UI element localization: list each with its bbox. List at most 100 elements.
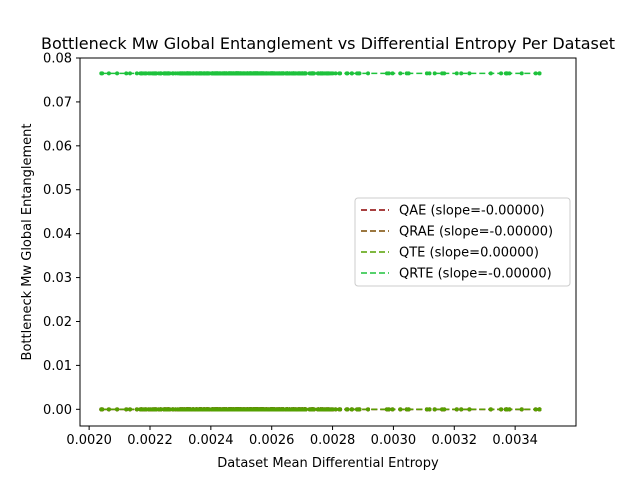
x-tick-label: 0.0030 — [371, 433, 417, 448]
data-point — [139, 407, 144, 412]
legend-label: QRTE (slope=-0.00000) — [399, 267, 552, 282]
x-tick-label: 0.0032 — [432, 433, 478, 448]
data-point — [349, 407, 354, 412]
y-tick-label: 0.02 — [43, 315, 72, 330]
data-point — [124, 407, 129, 412]
data-point — [185, 407, 190, 412]
data-point — [467, 407, 472, 412]
chart-title: Bottleneck Mw Global Entanglement vs Dif… — [41, 34, 615, 53]
data-point — [258, 407, 263, 412]
data-point — [300, 71, 305, 76]
data-point — [99, 71, 104, 76]
data-point — [337, 407, 342, 412]
data-point — [432, 407, 437, 412]
data-point — [356, 407, 361, 412]
data-point — [344, 407, 349, 412]
data-point — [263, 71, 268, 76]
data-point — [263, 407, 268, 412]
data-point — [182, 407, 187, 412]
y-axis: 0.00 0.01 0.02 0.03 0.04 0.05 0.06 0.07 0.08 — [43, 52, 80, 418]
data-point — [519, 407, 524, 412]
data-point — [329, 71, 334, 76]
data-point — [139, 71, 144, 76]
data-point — [158, 407, 163, 412]
legend-label: QRAE (slope=-0.00000) — [399, 225, 553, 240]
data-point — [234, 407, 239, 412]
data-point — [424, 407, 429, 412]
data-point — [537, 407, 542, 412]
data-point — [344, 71, 349, 76]
x-tick-label: 0.0026 — [249, 433, 295, 448]
data-point — [148, 407, 153, 412]
data-point — [153, 71, 158, 76]
legend-label: QTE (slope=0.00000) — [399, 246, 539, 261]
data-point — [253, 407, 258, 412]
data-point — [106, 407, 111, 412]
data-point — [190, 407, 195, 412]
data-point — [270, 407, 275, 412]
data-point — [293, 71, 298, 76]
data-point — [459, 71, 464, 76]
data-point — [237, 407, 242, 412]
data-point — [124, 71, 129, 76]
data-point — [300, 407, 305, 412]
data-point — [258, 71, 263, 76]
data-point — [166, 71, 171, 76]
data-point — [179, 71, 184, 76]
data-point — [179, 407, 184, 412]
data-point — [322, 407, 327, 412]
data-point — [134, 407, 139, 412]
data-point — [171, 71, 176, 76]
data-point — [247, 71, 252, 76]
data-point — [366, 71, 371, 76]
plot-area — [99, 71, 542, 412]
data-point — [398, 71, 403, 76]
data-point — [533, 71, 538, 76]
data-point — [406, 407, 411, 412]
data-point — [349, 71, 354, 76]
data-point — [234, 71, 239, 76]
data-point — [253, 71, 258, 76]
data-point — [217, 71, 222, 76]
data-point — [247, 407, 252, 412]
data-point — [115, 407, 120, 412]
data-point — [127, 71, 132, 76]
data-point — [227, 71, 232, 76]
data-point — [499, 71, 504, 76]
data-point — [227, 407, 232, 412]
data-point — [143, 71, 148, 76]
data-point — [537, 71, 542, 76]
x-tick-label: 0.0034 — [492, 433, 538, 448]
data-point — [237, 71, 242, 76]
data-point — [153, 407, 158, 412]
data-point — [333, 71, 338, 76]
x-tick-label: 0.0022 — [127, 433, 173, 448]
data-point — [356, 71, 361, 76]
y-tick-label: 0.00 — [43, 403, 72, 418]
data-point — [519, 71, 524, 76]
data-point — [293, 407, 298, 412]
data-point — [488, 71, 493, 76]
data-point — [134, 71, 139, 76]
data-point — [440, 407, 445, 412]
data-point — [182, 71, 187, 76]
data-point — [432, 71, 437, 76]
legend-label: QAE (slope=-0.00000) — [399, 204, 545, 219]
data-point — [309, 407, 314, 412]
data-point — [326, 407, 331, 412]
data-point — [171, 407, 176, 412]
data-point — [398, 407, 403, 412]
x-axis: 0.0020 0.0022 0.0024 0.0026 0.0028 0.0030 0.00… — [66, 426, 538, 448]
data-point — [99, 407, 104, 412]
y-axis-label: Bottleneck Mw Global Entanglement — [20, 124, 35, 361]
y-tick-label: 0.04 — [43, 227, 72, 242]
data-point — [194, 71, 199, 76]
legend-box — [354, 197, 571, 287]
series-3 — [99, 71, 542, 76]
data-point — [303, 71, 308, 76]
data-point — [406, 71, 411, 76]
data-point — [504, 407, 509, 412]
data-point — [276, 71, 281, 76]
